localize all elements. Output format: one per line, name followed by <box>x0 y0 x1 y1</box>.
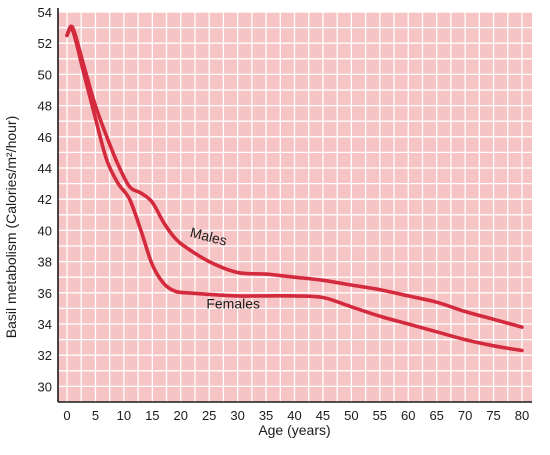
x-tick-label: 50 <box>344 408 358 423</box>
series <box>65 24 524 353</box>
x-tick-label: 55 <box>373 408 387 423</box>
y-axis-title: Basil metabolism (Calories/m²/hour) <box>3 116 19 339</box>
x-tick-label: 40 <box>287 408 301 423</box>
y-tick-label: 30 <box>38 379 52 394</box>
y-tick-label: 44 <box>38 161 52 176</box>
y-tick-label: 42 <box>38 192 52 207</box>
x-tick-label: 20 <box>174 408 188 423</box>
x-tick-label: 10 <box>117 408 131 423</box>
y-tick-label: 40 <box>38 223 52 238</box>
x-tick-label: 0 <box>63 408 70 423</box>
y-tick-label: 54 <box>38 5 52 20</box>
y-tick-label: 52 <box>38 36 52 51</box>
y-tick-label: 34 <box>38 317 52 332</box>
x-tick-label: 60 <box>401 408 415 423</box>
x-tick-label: 70 <box>458 408 472 423</box>
x-axis-title: Age (years) <box>258 422 330 438</box>
x-tick-labels: 0 5 10 15 20 25 30 35 40 45 50 55 60 65 70 75 80 <box>63 408 529 423</box>
x-tick-label: 25 <box>202 408 216 423</box>
series-label-females: Females <box>206 295 260 311</box>
y-tick-label: 48 <box>38 99 52 114</box>
x-tick-label: 75 <box>486 408 500 423</box>
x-tick-label: 45 <box>316 408 330 423</box>
series-line-females <box>65 26 524 353</box>
y-tick-label: 32 <box>38 348 52 363</box>
x-tick-label: 5 <box>92 408 99 423</box>
x-tick-label: 35 <box>259 408 273 423</box>
x-tick-label: 15 <box>145 408 159 423</box>
y-tick-labels: 30 32 34 36 38 40 42 44 46 48 50 52 54 <box>38 5 52 394</box>
axes <box>57 8 532 403</box>
x-tick-label: 80 <box>515 408 529 423</box>
y-tick-label: 46 <box>38 130 52 145</box>
y-tick-label: 38 <box>38 255 52 270</box>
series-line-males <box>65 24 524 329</box>
y-tick-label: 36 <box>38 286 52 301</box>
x-tick-label: 30 <box>230 408 244 423</box>
y-tick-label: 50 <box>38 67 52 82</box>
x-tick-label: 65 <box>429 408 443 423</box>
grid <box>58 11 532 402</box>
